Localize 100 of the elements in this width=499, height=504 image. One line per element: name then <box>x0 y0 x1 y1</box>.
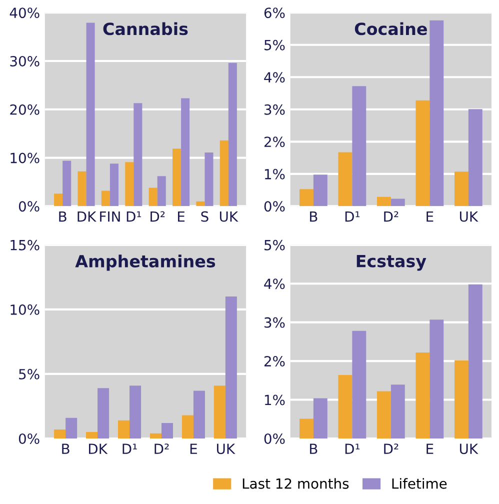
y-tick-label: 10% <box>10 304 40 315</box>
bar <box>182 415 194 438</box>
bar <box>338 374 352 438</box>
bar <box>468 109 482 206</box>
bar <box>157 176 166 206</box>
bar <box>66 418 78 438</box>
x-tick-label: B <box>310 211 318 222</box>
y-tick-label: 0% <box>18 433 40 444</box>
y-tick-label: 0% <box>18 201 40 212</box>
text: Amphetamines <box>75 254 216 271</box>
bar <box>376 196 391 206</box>
y-tick-label: 0% <box>264 433 285 444</box>
x-tick-label: E <box>426 444 434 454</box>
x-tick-label: DK <box>78 211 96 222</box>
y-tick-label: 1% <box>264 394 285 406</box>
bar <box>172 148 182 206</box>
bar <box>352 86 366 206</box>
x-tick-label: D² <box>150 211 165 222</box>
x-tick-label: D¹ <box>126 211 142 222</box>
text: Ecstasy <box>356 254 426 271</box>
y-tick-label: 5% <box>264 240 285 250</box>
x-tick-label: D¹ <box>122 444 137 454</box>
bar <box>299 418 314 438</box>
bar <box>390 198 405 206</box>
bar <box>125 162 134 206</box>
bar <box>196 201 205 206</box>
y-tick-label: 2% <box>264 136 285 148</box>
y-tick-label: 5% <box>19 368 40 380</box>
y-tick-label: 1% <box>264 168 285 180</box>
chart-title: Cannabis <box>103 22 188 36</box>
bar <box>338 152 352 206</box>
x-tick-label: UK <box>460 211 478 222</box>
bar <box>193 390 205 438</box>
y-tick-label: 15% <box>10 240 40 250</box>
chart-title: Cocaine <box>354 22 427 36</box>
bar <box>98 388 110 438</box>
x-tick-label: FIN <box>100 211 120 222</box>
y-tick-label: 4% <box>264 72 285 83</box>
y-tick-label: 4% <box>264 278 285 290</box>
bar <box>214 386 226 438</box>
bar <box>352 330 366 438</box>
legend-label: Lifetime <box>392 478 447 489</box>
bar <box>454 172 468 206</box>
y-tick-label: 5% <box>264 40 285 50</box>
bar <box>54 194 63 206</box>
bar <box>430 320 444 438</box>
bar <box>220 140 228 206</box>
y-tick-label: 2% <box>264 356 285 367</box>
x-tick-label: DK <box>89 444 108 454</box>
x-tick-label: B <box>310 444 318 454</box>
x-tick-label: E <box>426 211 434 222</box>
bar <box>130 386 142 438</box>
bar <box>86 22 95 206</box>
y-tick-label: 0% <box>264 201 285 212</box>
x-tick-label: D¹ <box>345 444 360 454</box>
x-tick-label: D² <box>384 444 398 454</box>
x-tick-label: E <box>190 444 197 454</box>
x-tick-label: D² <box>384 211 398 222</box>
x-tick-label: D¹ <box>345 211 360 222</box>
x-tick-label: E <box>178 211 185 222</box>
bar <box>161 422 173 438</box>
bar <box>376 391 391 438</box>
y-tick-label: 3% <box>264 317 285 328</box>
x-tick-label: UK <box>217 444 236 454</box>
bar <box>313 398 328 438</box>
bar <box>299 189 314 206</box>
x-tick-label: UK <box>460 444 478 454</box>
bar <box>228 62 237 206</box>
y-tick-label: 10% <box>10 152 40 164</box>
bar <box>416 100 430 206</box>
bar <box>150 433 162 438</box>
bar <box>148 188 158 206</box>
y-tick-label: 30% <box>10 56 40 66</box>
bar <box>134 103 142 206</box>
bar <box>54 429 66 438</box>
bar <box>86 432 98 438</box>
bar <box>118 420 130 438</box>
legend-label: Last 12 months <box>242 478 349 489</box>
y-tick-label: 20% <box>10 104 40 115</box>
bar <box>101 190 110 206</box>
y-tick-label: 6% <box>264 8 285 18</box>
bar <box>204 152 214 206</box>
y-tick-label: 40% <box>10 8 40 18</box>
bar <box>181 98 190 206</box>
bar <box>62 160 72 206</box>
x-tick-label: S <box>201 211 208 222</box>
x-tick-label: B <box>62 444 70 454</box>
x-tick-label: D² <box>154 444 169 454</box>
bar <box>416 352 430 438</box>
bar <box>468 284 482 438</box>
y-tick-label: 3% <box>264 104 285 115</box>
bar <box>454 360 468 438</box>
bar <box>313 174 328 206</box>
bar <box>430 20 444 206</box>
x-tick-label: UK <box>220 211 238 222</box>
bar <box>225 296 237 438</box>
bar <box>78 171 86 206</box>
bar <box>110 164 118 206</box>
bar <box>390 384 405 438</box>
x-tick-label: B <box>59 211 66 222</box>
